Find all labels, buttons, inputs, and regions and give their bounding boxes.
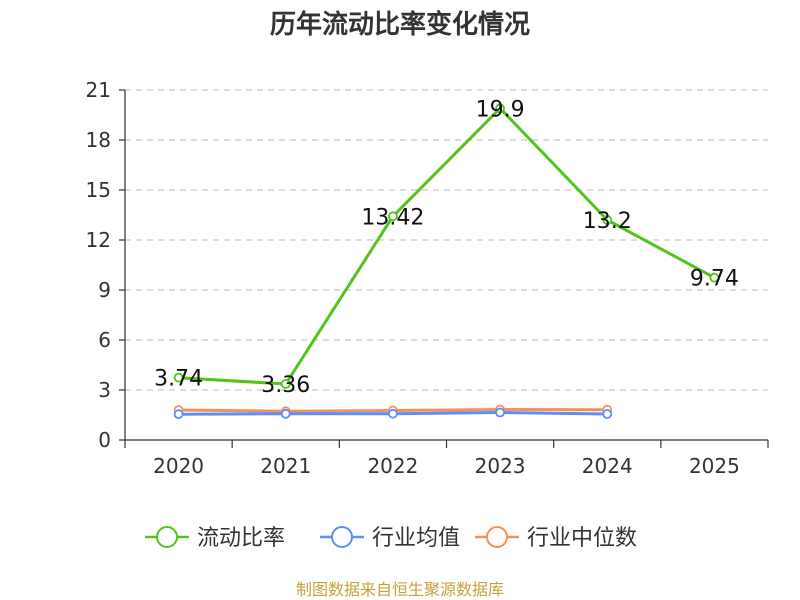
legend-label: 行业中位数 xyxy=(527,526,637,551)
legend-marker xyxy=(156,526,178,548)
legend-item: 流动比率 xyxy=(145,526,285,551)
data-label: 3.36 xyxy=(261,373,310,398)
y-tick-label: 3 xyxy=(98,378,111,402)
legend-marker xyxy=(331,526,353,548)
chart-title: 历年流动比率变化情况 xyxy=(270,9,530,40)
y-tick-label: 18 xyxy=(86,128,111,152)
x-tick-label: 2020 xyxy=(153,454,204,478)
legend-label: 流动比率 xyxy=(197,526,285,551)
x-tick-label: 2022 xyxy=(367,454,418,478)
data-point xyxy=(388,211,398,222)
data-point xyxy=(280,408,291,419)
data-point xyxy=(602,215,613,225)
y-tick-label: 21 xyxy=(86,78,111,102)
legend-label: 行业均值 xyxy=(372,526,460,551)
series-lines xyxy=(173,103,720,420)
y-tick-label: 12 xyxy=(86,228,111,252)
data-label: 3.74 xyxy=(154,367,203,392)
data-point xyxy=(709,272,720,283)
data-label: 9.74 xyxy=(690,267,739,292)
x-tick-label: 2021 xyxy=(260,454,311,478)
series-line xyxy=(178,106,716,386)
y-tick-label: 6 xyxy=(98,328,111,352)
legend-item: 行业中位数 xyxy=(475,526,637,551)
data-label: 13.2 xyxy=(583,209,632,234)
y-tick-label: 9 xyxy=(98,278,111,302)
legend-item: 行业均值 xyxy=(320,526,460,551)
grid-lines xyxy=(125,89,768,391)
x-tick-label: 2024 xyxy=(582,454,633,478)
y-tick-label: 0 xyxy=(98,428,111,452)
data-point xyxy=(388,408,398,419)
y-tick-label: 15 xyxy=(86,178,111,202)
data-label: 13.42 xyxy=(361,205,424,230)
data-point xyxy=(495,407,505,418)
data-point xyxy=(602,409,613,419)
axes: 0 3 6 9 12 15 18 21 2020 2021 2022 2023 2024 2025 xyxy=(86,78,769,478)
data-point xyxy=(173,372,184,383)
data-labels: 3.74 3.36 13.42 19.9 13.2 9.74 xyxy=(154,97,739,398)
source-note: 制图数据来自恒生聚源数据库 xyxy=(296,580,504,599)
legend: 流动比率 行业均值 行业中位数 xyxy=(145,526,637,551)
legend-marker xyxy=(486,526,508,548)
data-point xyxy=(495,103,505,114)
x-tick-label: 2023 xyxy=(475,454,526,478)
data-point xyxy=(280,379,291,389)
data-point xyxy=(173,409,184,420)
data-label: 19.9 xyxy=(476,97,525,122)
x-tick-label: 2025 xyxy=(689,454,740,478)
